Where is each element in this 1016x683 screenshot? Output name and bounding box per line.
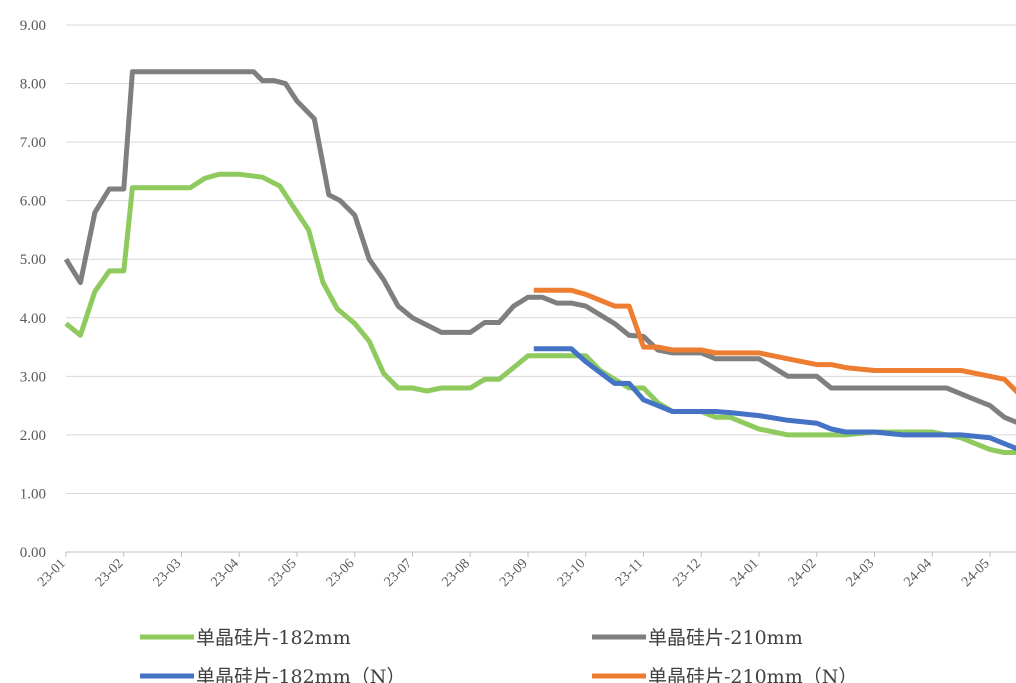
y-tick-label: 6.00 [20,194,46,210]
x-tick-label: 24-01 [728,556,762,590]
y-axis: 0.00 1.00 2.00 3.00 4.00 5.00 6.00 7.00 8.00 9.00 [20,18,46,561]
legend-label-2: 单晶硅片-210mm [648,627,803,649]
y-tick-label: 5.00 [20,252,46,268]
legend-label-1: 单晶硅片-182mm [196,627,351,649]
legend-label-3: 单晶硅片-182mm（N） [196,666,405,683]
series-lines [64,69,1016,455]
x-tick-label: 24-04 [901,556,935,590]
series-line-2 [64,69,1016,425]
x-tick-label: 23-07 [382,556,416,590]
y-tick-label: 0.00 [20,545,46,561]
y-tick-label: 4.00 [20,311,46,327]
legend-label-4: 单晶硅片-210mm（N） [648,666,857,683]
y-tick-label: 2.00 [20,428,46,444]
y-tick-label: 1.00 [20,486,46,502]
x-tick-label: 23-06 [324,556,358,590]
y-tick-label: 9.00 [20,18,46,34]
gridlines [66,24,1016,494]
y-tick-label: 8.00 [20,77,46,93]
y-tick-label: 3.00 [20,369,46,385]
x-tick-label: 23-09 [497,556,531,590]
x-tick-label: 23-12 [670,556,704,590]
x-axis: 23-01 23-02 23-03 23-04 23-05 23-06 23-07 23-08… [35,551,1016,590]
x-tick-label: 23-03 [151,556,185,590]
x-tick-label: 23-10 [555,556,589,590]
series-line-3 [533,346,1016,452]
y-tick-label: 7.00 [20,135,46,151]
x-tick-label: 24-02 [786,556,820,590]
x-tick-label: 23-08 [439,556,473,590]
series-line-4 [533,287,1016,395]
x-tick-label: 23-02 [93,556,127,590]
x-tick-label: 23-05 [266,556,300,590]
legend: 单晶硅片-182mm 单晶硅片-210mm 单晶硅片-182mm（N） 单晶硅片-21… [140,627,857,683]
x-tick-label: 23-04 [208,556,242,590]
x-tick-label: 24-05 [959,556,993,590]
x-tick-label: 23-11 [613,556,646,589]
x-tick-label: 24-03 [844,556,878,590]
x-tick-label: 23-01 [35,556,69,590]
